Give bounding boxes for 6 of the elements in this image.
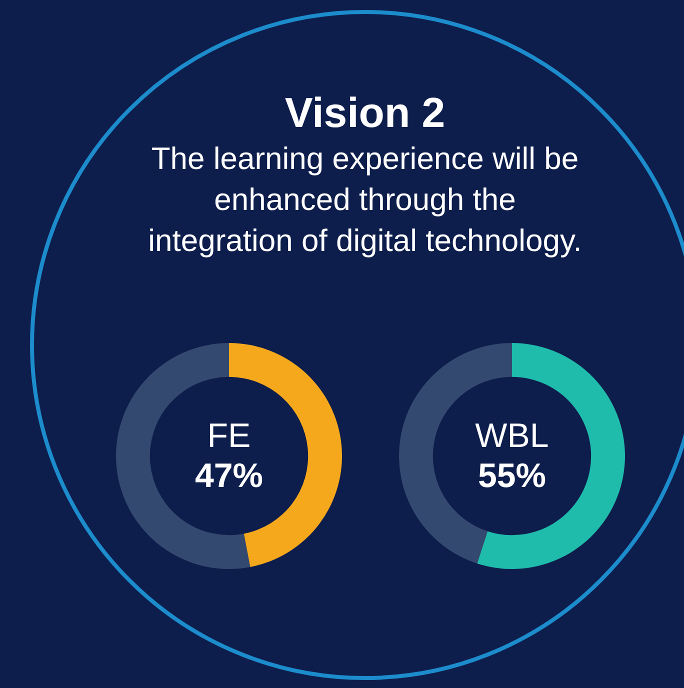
text: The learning experience will be enhanced through the integration of digital technology. [147,140,583,260]
data-label: 47% [194,457,264,495]
slice-label: WBL [475,417,549,455]
slice-label: FE [207,417,251,455]
data-label: 55% [478,457,546,495]
text: Vision 2 [284,88,446,138]
